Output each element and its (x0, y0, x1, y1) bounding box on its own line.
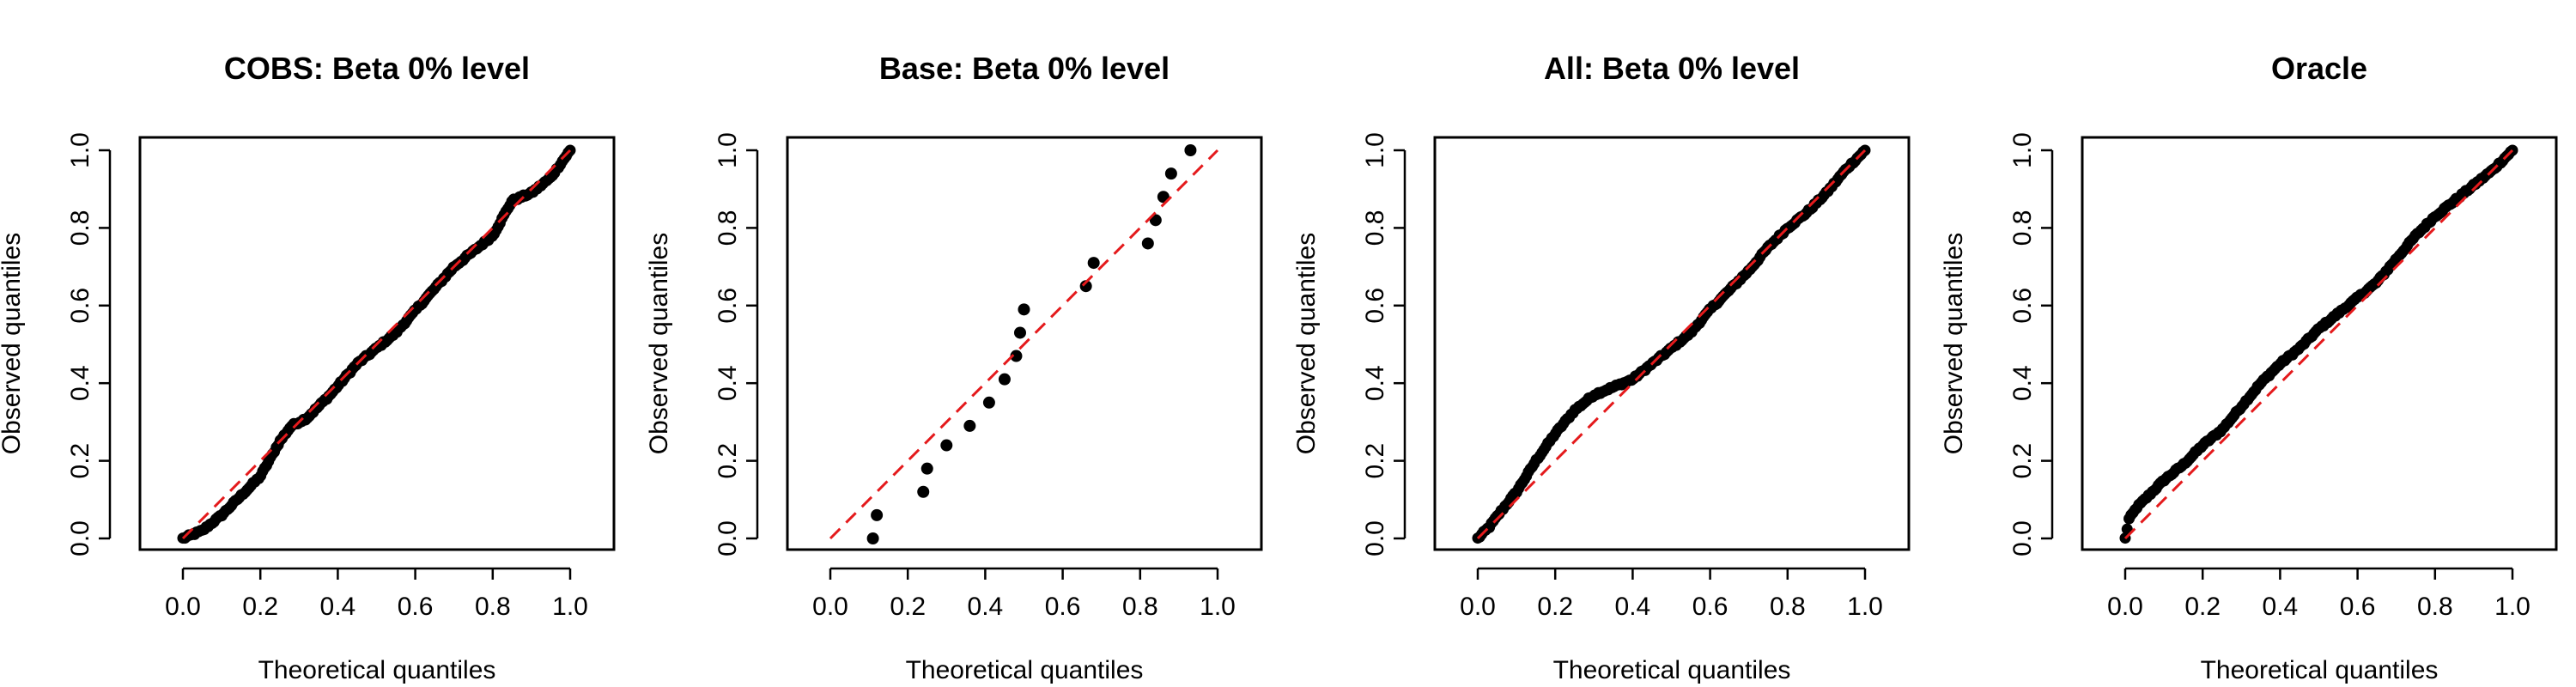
y-tick-label: 0.0 (2008, 520, 2037, 556)
data-point (871, 508, 884, 521)
y-tick-label: 0.0 (66, 520, 94, 556)
y-axis-label: Observed quantiles (1292, 233, 1321, 455)
y-tick-label: 0.6 (1361, 288, 1389, 324)
data-point (866, 532, 879, 544)
y-tick-label: 0.8 (1361, 210, 1389, 246)
x-tick-label: 0.4 (320, 593, 356, 621)
panel-4: Oracle 0.0 0.2 0.4 0.6 0.8 1.0 0.0 0.2 0.4 0.6 0.8 1… (1940, 51, 2558, 684)
x-tick-label: 0.4 (2263, 593, 2299, 621)
x-tick-label: 0.2 (1537, 593, 1573, 621)
x-tick-label: 0.4 (1615, 593, 1651, 621)
data-point (917, 485, 930, 498)
x-tick-label: 0.4 (968, 593, 1004, 621)
y-tick-label: 0.6 (714, 288, 742, 324)
x-axis-label: Theoretical quantiles (906, 656, 1144, 684)
plot-frame (1433, 136, 1911, 551)
data-point (1141, 237, 1154, 250)
y-tick-label: 1.0 (66, 132, 94, 168)
y-tick-label: 0.0 (1361, 520, 1389, 556)
plot-frame (786, 136, 1263, 551)
y-tick-label: 0.8 (66, 210, 94, 246)
y-tick-label: 0.4 (1361, 365, 1389, 401)
x-tick-label: 0.6 (398, 593, 434, 621)
x-tick-label: 0.0 (2107, 593, 2143, 621)
x-axis-label: Theoretical quantiles (2201, 656, 2439, 684)
y-axis-label: Observed quantiles (0, 233, 26, 455)
plot-frame (2081, 136, 2558, 551)
y-tick-label: 1.0 (1361, 132, 1389, 168)
chart-title: COBS: Beta 0% level (224, 51, 530, 86)
x-tick-label: 0.6 (1692, 593, 1728, 621)
reference-line (181, 149, 572, 540)
x-tick-label: 0.2 (890, 593, 926, 621)
x-axis-label: Theoretical quantiles (1553, 656, 1791, 684)
x-tick-label: 0.8 (475, 593, 511, 621)
reference-line (2123, 149, 2514, 540)
x-tick-label: 1.0 (552, 593, 588, 621)
x-tick-label: 0.0 (1460, 593, 1496, 621)
data-point (1087, 257, 1100, 270)
data-point (940, 439, 953, 452)
y-tick-label: 0.2 (66, 443, 94, 479)
x-tick-label: 0.2 (242, 593, 278, 621)
panel-2: Base: Beta 0% level 0.0 0.2 0.4 0.6 0.8 1.0 0.0… (645, 51, 1263, 684)
x-tick-label: 1.0 (2494, 593, 2530, 621)
chart-title: Oracle (2271, 51, 2367, 86)
y-tick-label: 0.2 (714, 443, 742, 479)
panel-1: COBS: Beta 0% level 0.0 0.2 0.4 0.6 0.8 1.0 0.0… (0, 51, 616, 684)
y-tick-label: 0.4 (714, 365, 742, 401)
panel-3: All: Beta 0% level 0.0 0.2 0.4 0.6 0.8 1.0 0.0 0… (1292, 51, 1911, 684)
x-tick-label: 0.6 (1045, 593, 1081, 621)
y-tick-label: 0.2 (2008, 443, 2037, 479)
data-point (982, 396, 995, 409)
data-point (1013, 326, 1026, 339)
x-tick-label: 1.0 (1200, 593, 1236, 621)
y-axis-label: Observed quantiles (1940, 233, 1968, 455)
data-point (1010, 350, 1023, 362)
x-tick-label: 0.2 (2184, 593, 2221, 621)
y-axis-label: Observed quantiles (645, 233, 673, 455)
plot-frame (138, 136, 616, 551)
reference-line (1476, 149, 1867, 540)
y-tick-label: 0.8 (714, 210, 742, 246)
y-tick-label: 1.0 (714, 132, 742, 168)
data-point (1164, 167, 1177, 180)
y-tick-label: 0.6 (66, 288, 94, 324)
x-axis-label: Theoretical quantiles (258, 656, 496, 684)
data-point (963, 419, 976, 432)
y-tick-label: 1.0 (2008, 132, 2037, 168)
y-tick-label: 0.4 (2008, 365, 2037, 401)
y-tick-label: 0.8 (2008, 210, 2037, 246)
x-tick-label: 0.6 (2340, 593, 2376, 621)
x-tick-label: 0.0 (165, 593, 201, 621)
data-point (1184, 144, 1197, 156)
data-point (1079, 280, 1092, 293)
data-point (920, 462, 933, 475)
x-tick-label: 1.0 (1847, 593, 1883, 621)
data-point (1018, 303, 1030, 316)
y-tick-label: 0.0 (714, 520, 742, 556)
data-point (998, 373, 1011, 386)
y-tick-label: 0.2 (1361, 443, 1389, 479)
reference-line (829, 149, 1219, 540)
chart-title: Base: Beta 0% level (879, 51, 1170, 86)
y-tick-label: 0.6 (2008, 288, 2037, 324)
y-tick-label: 0.4 (66, 365, 94, 401)
x-tick-label: 0.8 (2417, 593, 2453, 621)
x-tick-label: 0.8 (1122, 593, 1158, 621)
x-tick-label: 0.8 (1770, 593, 1806, 621)
chart-title: All: Beta 0% level (1544, 51, 1800, 86)
x-tick-label: 0.0 (812, 593, 848, 621)
